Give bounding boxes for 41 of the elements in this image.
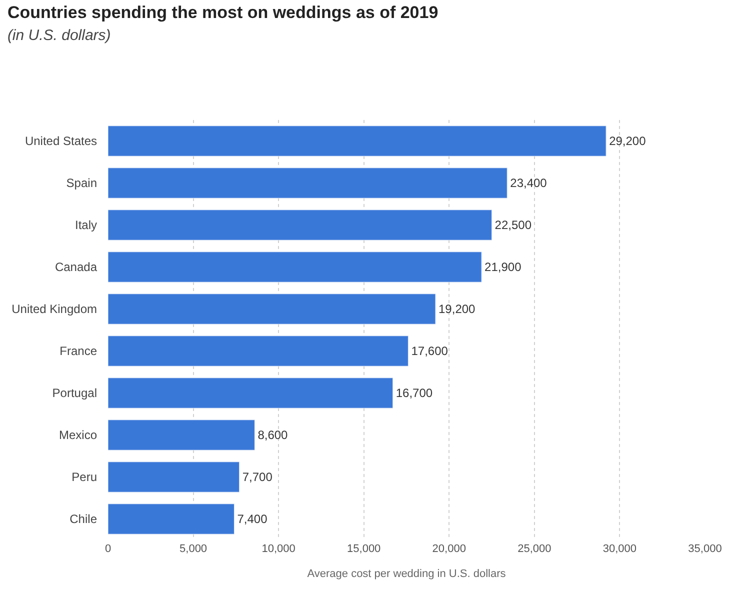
data-label: 21,900: [484, 260, 522, 274]
x-tick-label: 20,000: [432, 543, 466, 555]
x-tick-label: 5,000: [180, 543, 208, 555]
chart-title: Countries spending the most on weddings as of 2019: [7, 3, 438, 22]
y-tick-label: Chile: [70, 512, 98, 526]
bar: [108, 504, 234, 534]
bar: [108, 420, 255, 450]
y-tick-label: Italy: [74, 218, 97, 232]
x-tick-label: 35,000: [688, 543, 722, 555]
x-tick-label: 15,000: [347, 543, 381, 555]
bar: [108, 126, 606, 156]
data-label: 7,400: [237, 512, 268, 526]
x-tick-label: 30,000: [602, 543, 637, 555]
y-tick-label: France: [60, 344, 98, 358]
data-label: 19,200: [438, 302, 476, 316]
chart-subtitle: (in U.S. dollars): [7, 27, 111, 44]
data-label: 22,500: [494, 218, 532, 232]
y-tick-label: United Kingdom: [12, 302, 97, 316]
data-label: 16,700: [396, 386, 433, 400]
x-tick-label: 10,000: [262, 543, 296, 555]
x-tick-label: 25,000: [518, 543, 552, 555]
data-label: 23,400: [510, 176, 548, 190]
bar: [108, 378, 394, 408]
bar: [108, 336, 408, 366]
bar: [108, 462, 240, 492]
y-tick-label: United States: [24, 134, 97, 148]
y-tick-label: Mexico: [58, 428, 98, 442]
bar: [108, 210, 492, 240]
y-tick-label: Peru: [72, 470, 97, 484]
y-tick-label: Canada: [54, 260, 98, 274]
data-label: 7,700: [242, 470, 273, 484]
data-label: 29,200: [609, 134, 646, 148]
bar: [108, 252, 482, 282]
data-label: 17,600: [411, 344, 448, 358]
bar: [108, 294, 436, 324]
x-axis-title: Average cost per wedding in U.S. dollars: [307, 568, 506, 580]
x-tick-label: 0: [104, 543, 112, 555]
y-tick-label: Portugal: [52, 386, 97, 400]
y-tick-label: Spain: [66, 176, 97, 190]
bar: [108, 168, 508, 198]
data-label: 8,600: [258, 428, 288, 442]
